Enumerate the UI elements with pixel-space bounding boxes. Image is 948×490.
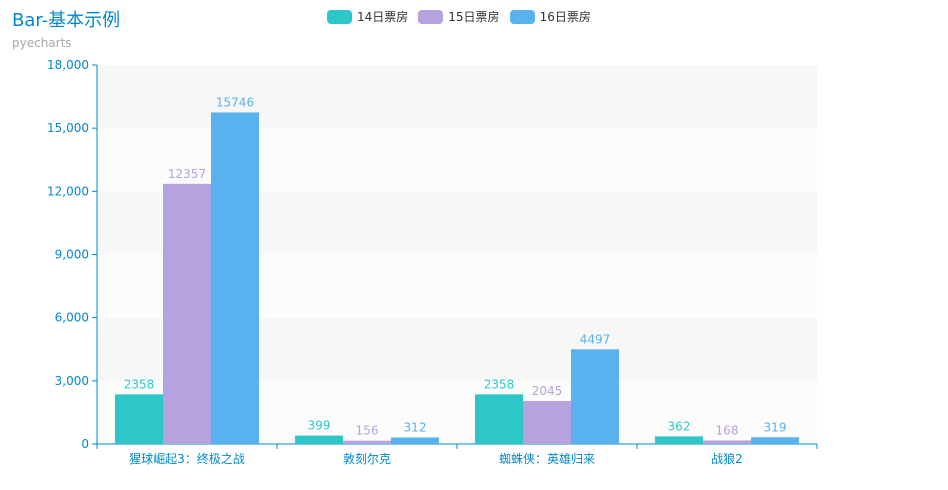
bar[interactable] [343, 440, 391, 444]
x-tick-label: 猩球崛起3：终极之战 [129, 451, 245, 466]
bar[interactable] [571, 349, 619, 444]
grid-band [97, 128, 817, 192]
bar-value-label: 399 [308, 419, 331, 433]
legend-label-14: 14日票房 [357, 10, 409, 24]
x-tick-label: 敦刻尔克 [343, 451, 391, 466]
grid-band [97, 65, 817, 129]
y-tick-label: 18,000 [47, 58, 89, 72]
bar-value-label: 2045 [532, 384, 563, 398]
bar-value-label: 2358 [124, 377, 155, 391]
legend-item-16[interactable]: 16日票房 [509, 8, 591, 25]
bar[interactable] [391, 437, 439, 444]
bar-value-label: 4497 [580, 332, 611, 346]
bar-value-label: 362 [668, 419, 691, 433]
bar-value-label: 2358 [484, 377, 515, 391]
legend-swatch-16 [509, 9, 535, 24]
x-tick-label: 战狼2 [711, 451, 743, 466]
bar-value-label: 12357 [168, 167, 206, 181]
bar[interactable] [211, 112, 259, 444]
bar[interactable] [655, 436, 703, 444]
bar-value-label: 15746 [216, 95, 254, 109]
bar[interactable] [115, 394, 163, 444]
legend-item-14[interactable]: 14日票房 [327, 8, 408, 25]
bar[interactable] [475, 394, 523, 444]
chart-title: Bar-基本示例 [12, 10, 121, 31]
legend-swatch-15 [418, 9, 444, 24]
y-tick-label: 12,000 [47, 184, 89, 198]
bar[interactable] [751, 437, 799, 444]
bar[interactable] [523, 400, 571, 444]
chart-subtitle: pyecharts [12, 36, 72, 50]
bar-value-label: 168 [716, 423, 739, 437]
y-tick-label: 15,000 [47, 121, 89, 135]
bar[interactable] [163, 183, 211, 444]
y-tick-label: 3,000 [55, 374, 89, 388]
legend-item-15[interactable]: 15日票房 [418, 8, 500, 25]
legend: 14日票房 15日票房 16日票房 [327, 8, 601, 25]
y-tick-label: 6,000 [55, 311, 89, 325]
legend-label-15: 15日票房 [448, 10, 500, 24]
bar-value-label: 319 [764, 420, 787, 434]
bar-value-label: 156 [356, 424, 379, 438]
bar-value-label: 312 [404, 420, 427, 434]
x-tick-label: 蜘蛛侠：英雄归来 [499, 451, 595, 466]
bar[interactable] [703, 440, 751, 444]
legend-label-16: 16日票房 [539, 10, 591, 24]
bar[interactable] [295, 435, 343, 444]
y-tick-label: 9,000 [55, 248, 89, 262]
legend-swatch-14 [327, 9, 352, 24]
y-tick-label: 0 [81, 437, 89, 451]
